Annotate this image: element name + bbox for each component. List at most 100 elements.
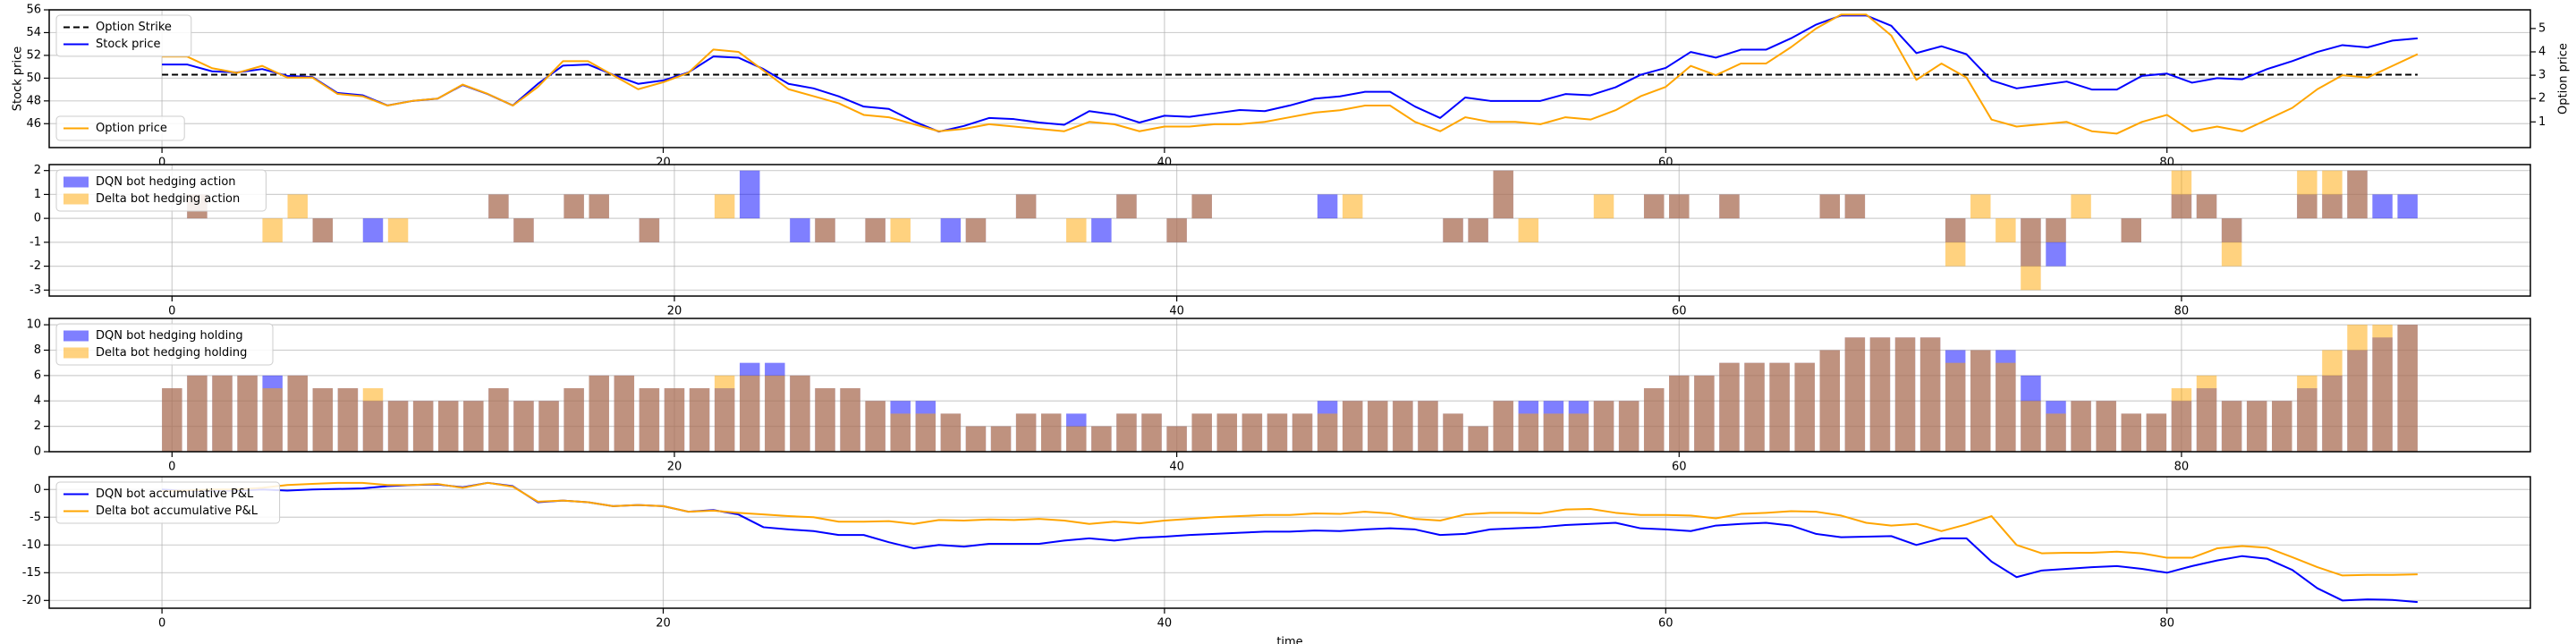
bar — [940, 413, 962, 452]
bar — [212, 375, 233, 452]
y-tick-label: 46 — [26, 117, 41, 131]
bar — [815, 218, 835, 242]
bar — [1241, 413, 1263, 452]
y-tick-label: -3 — [30, 284, 41, 297]
y-tick-label: 52 — [26, 48, 41, 62]
bar — [2347, 325, 2368, 452]
bar — [362, 388, 384, 452]
bar — [639, 388, 660, 452]
bar — [739, 375, 760, 452]
bar — [538, 401, 559, 452]
bar — [312, 388, 334, 452]
legend-label: DQN bot accumulative P&L — [96, 487, 254, 501]
bar — [990, 426, 1012, 452]
plot-area — [49, 477, 2530, 608]
bar — [1869, 337, 1891, 452]
bar — [237, 375, 258, 452]
bar — [1719, 362, 1740, 452]
axes-frame — [48, 318, 2531, 453]
y-tick-label: -5 — [30, 511, 41, 524]
x-tick-label: 20 — [667, 461, 682, 474]
bar — [1166, 426, 1187, 452]
x-tick-label: 40 — [1169, 461, 1184, 474]
x-tick-label: 60 — [1672, 305, 1687, 318]
bar — [614, 375, 635, 452]
bar — [1418, 401, 1438, 452]
x-tick-label: 0 — [168, 305, 175, 318]
y2-tick-label: 4 — [2538, 45, 2546, 58]
bar — [287, 375, 308, 452]
data-line — [162, 13, 2419, 135]
y-tick-label: 8 — [34, 343, 41, 357]
y2-tick-label: 3 — [2538, 69, 2546, 82]
legend-swatch — [64, 176, 89, 188]
bar — [2096, 401, 2116, 452]
y-tick-label: 0 — [34, 212, 41, 225]
bar — [1618, 401, 1640, 452]
bar — [2372, 194, 2393, 219]
bar — [2221, 218, 2242, 267]
bar — [589, 375, 609, 452]
y-tick-label: 4 — [34, 394, 41, 408]
bar — [2322, 350, 2343, 452]
y-tick-label: 2 — [34, 164, 41, 177]
bar — [1091, 426, 1112, 452]
bar — [1342, 401, 1363, 452]
bar — [639, 218, 660, 242]
y-tick-label: 56 — [26, 4, 41, 17]
plot-area — [49, 318, 2530, 452]
bar — [488, 388, 509, 452]
bar — [1970, 350, 1991, 452]
subplot: 0 20 40 60 80 -20 -15 -10 -5 0 time DQN bot accumul… — [22, 476, 2531, 644]
bar — [187, 375, 208, 452]
bar — [1292, 413, 1313, 452]
x-tick-label: 0 — [158, 157, 165, 170]
bar — [2121, 218, 2142, 242]
bar — [1116, 194, 1137, 219]
bar — [1819, 350, 1841, 452]
bar — [664, 388, 685, 452]
bar — [1116, 413, 1137, 452]
bar — [1015, 413, 1037, 452]
bar — [2046, 413, 2066, 452]
bar — [2021, 401, 2041, 452]
bar — [162, 388, 182, 452]
bar — [262, 218, 283, 242]
x-tick-label: 20 — [656, 617, 671, 631]
bar — [2297, 375, 2318, 452]
bar — [1744, 362, 1765, 452]
axes-frame — [48, 9, 2531, 148]
bar — [1518, 218, 1539, 242]
legend-swatch — [64, 193, 89, 205]
bar — [513, 401, 534, 452]
x-tick-label: 80 — [2159, 617, 2174, 631]
bar — [2196, 375, 2217, 452]
bar — [262, 388, 283, 452]
legend-box — [55, 481, 281, 524]
legend-label: Delta bot hedging action — [96, 192, 240, 206]
bar — [1141, 413, 1162, 452]
bar — [1317, 413, 1338, 452]
bar — [1191, 413, 1212, 452]
bar — [412, 401, 434, 452]
x-tick-label: 0 — [168, 461, 175, 474]
y-tick-label: 6 — [34, 369, 41, 382]
y-tick-label: 48 — [26, 94, 41, 107]
data-line — [162, 14, 2419, 133]
x-tick-label: 60 — [1672, 461, 1687, 474]
bar — [790, 375, 810, 452]
y2-tick-label: 2 — [2538, 92, 2546, 106]
bar — [739, 170, 760, 219]
y-tick-label: 10 — [26, 318, 41, 332]
legend-label: Option price — [96, 122, 167, 135]
bar — [1643, 194, 1665, 219]
bar — [765, 375, 785, 452]
y2-tick-label: 5 — [2538, 21, 2546, 35]
axes-frame — [48, 476, 2531, 609]
bar — [1669, 194, 1690, 219]
bar — [1568, 413, 1589, 452]
x-tick-label: 0 — [158, 617, 165, 631]
bar — [965, 218, 987, 242]
bar — [564, 194, 584, 219]
